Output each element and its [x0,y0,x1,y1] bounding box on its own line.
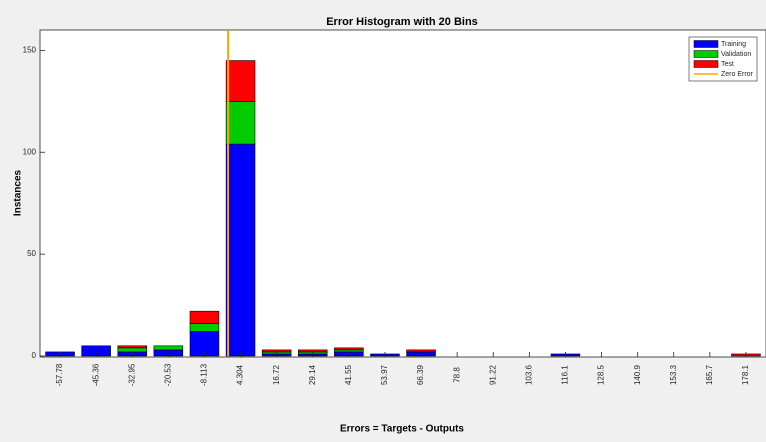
legend-label: Test [721,61,734,68]
legend-label: Validation [721,51,751,58]
bar-segment [117,345,147,349]
bar-segment [225,60,256,102]
x-tick-label: 165.7 [705,364,714,385]
bar-segment [298,349,328,353]
bar-segment [334,349,364,353]
x-tick-label: 153.3 [669,364,678,385]
y-axis-label: Instances [13,169,24,216]
y-tick-label: 50 [27,249,36,258]
x-tick-label: -32.95 [127,363,136,386]
x-tick-label: -57.78 [55,363,64,386]
x-tick-label: 91.22 [488,364,497,385]
x-tick-label: 16.72 [272,364,281,385]
bar-segment [117,347,147,353]
y-tick-label: 150 [23,45,37,54]
bar-segment [334,347,364,351]
x-tick-label: 41.55 [344,364,353,385]
x-tick-label: 116.1 [561,365,570,385]
legend-swatch [693,60,719,68]
x-tick-label: 78.8 [452,367,461,383]
x-tick-label: -20.53 [163,363,172,386]
x-tick-label: 140.9 [633,364,642,385]
bar-segment [189,331,220,357]
x-tick-label: 53.97 [380,364,389,385]
legend-label: Zero Error [721,71,754,78]
x-tick-label: -45.36 [91,363,100,386]
bar-segment [189,310,220,324]
bar-segment [225,101,256,145]
y-tick-label: 100 [23,147,37,156]
legend-swatch [693,40,719,48]
x-tick-label: 66.39 [416,364,425,385]
x-axis-label: Errors = Targets - Outputs [340,424,464,435]
x-tick-label: -8.113 [200,363,209,386]
y-tick-label: 0 [32,351,37,360]
legend-label: Training [721,41,746,48]
plot-area [39,29,766,358]
x-tick-label: 4.304 [236,364,245,385]
x-tick-label: 29.14 [308,364,317,385]
chart-title: Error Histogram with 20 Bins [326,16,478,28]
bar-segment [189,323,220,332]
x-tick-label: 103.6 [524,364,533,385]
bar-segment [153,345,184,351]
x-tick-label: 178.1 [741,364,750,385]
bar-segment [261,349,292,353]
legend-swatch [693,50,719,58]
bar-segment [406,349,436,353]
x-tick-label: 128.5 [597,364,606,385]
bar-segment [225,143,256,357]
